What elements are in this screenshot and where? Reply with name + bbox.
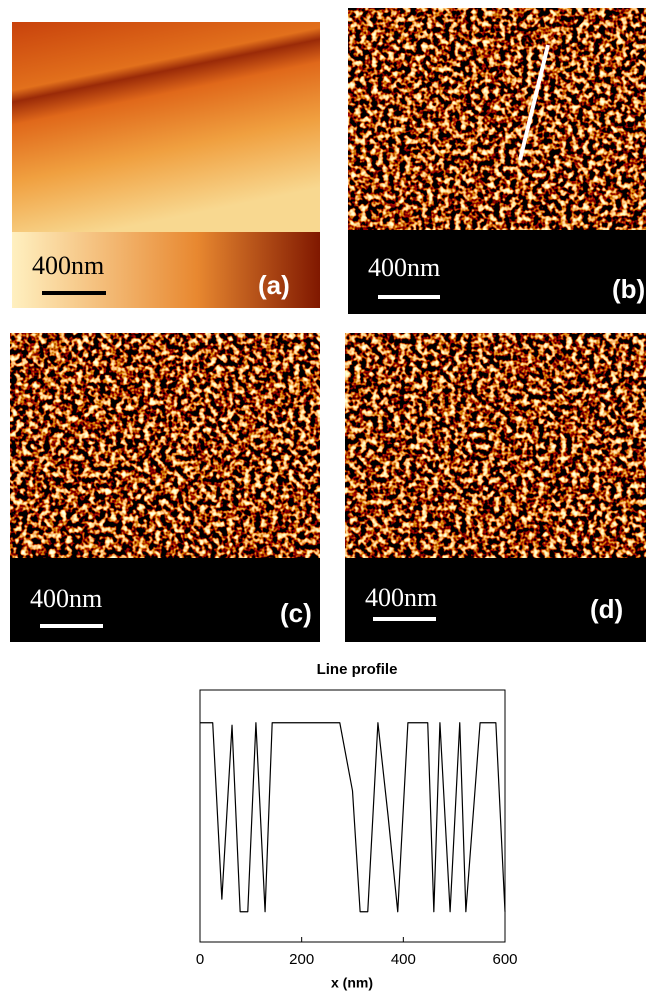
scale-text: 400nm [365,583,437,612]
chart-title: Line profile [317,661,398,678]
panel-label: (c) [280,598,312,628]
x-tick-label: 200 [289,951,314,968]
scale-text: 400nm [30,584,102,613]
afm-image [12,22,320,232]
afm-speckle [10,333,320,558]
profile-trace [200,723,505,912]
panel-a: 400nm (a) [12,22,320,308]
panel-d: 400nm (d) [345,333,646,642]
x-tick-label: 400 [391,951,416,968]
panel-label: (b) [612,274,645,304]
afm-speckle [348,8,646,230]
x-axis-label: x (nm) [331,975,373,991]
scale-bar [40,624,103,628]
scale-bar [373,617,436,621]
figure: 400nm (a) 400nm (b) 400nm (c) 400nm (d) … [0,0,646,994]
panel-c: 400nm (c) [10,333,320,642]
panel-b: 400nm (b) [348,8,646,314]
scale-bar [42,291,106,295]
scale-bar [378,295,440,299]
scale-text: 400nm [32,251,104,280]
x-tick-label: 600 [492,951,517,968]
line-profile-chart: Line profile x (nm) 0 200 400 600 [196,661,518,991]
panel-label: (d) [590,594,623,624]
scale-text: 400nm [368,253,440,282]
panel-label: (a) [258,270,290,300]
x-tick-label: 0 [196,951,204,968]
page: {"panels": [ {"scale": "400nm", "label":… [0,0,646,994]
afm-speckle [345,333,646,558]
